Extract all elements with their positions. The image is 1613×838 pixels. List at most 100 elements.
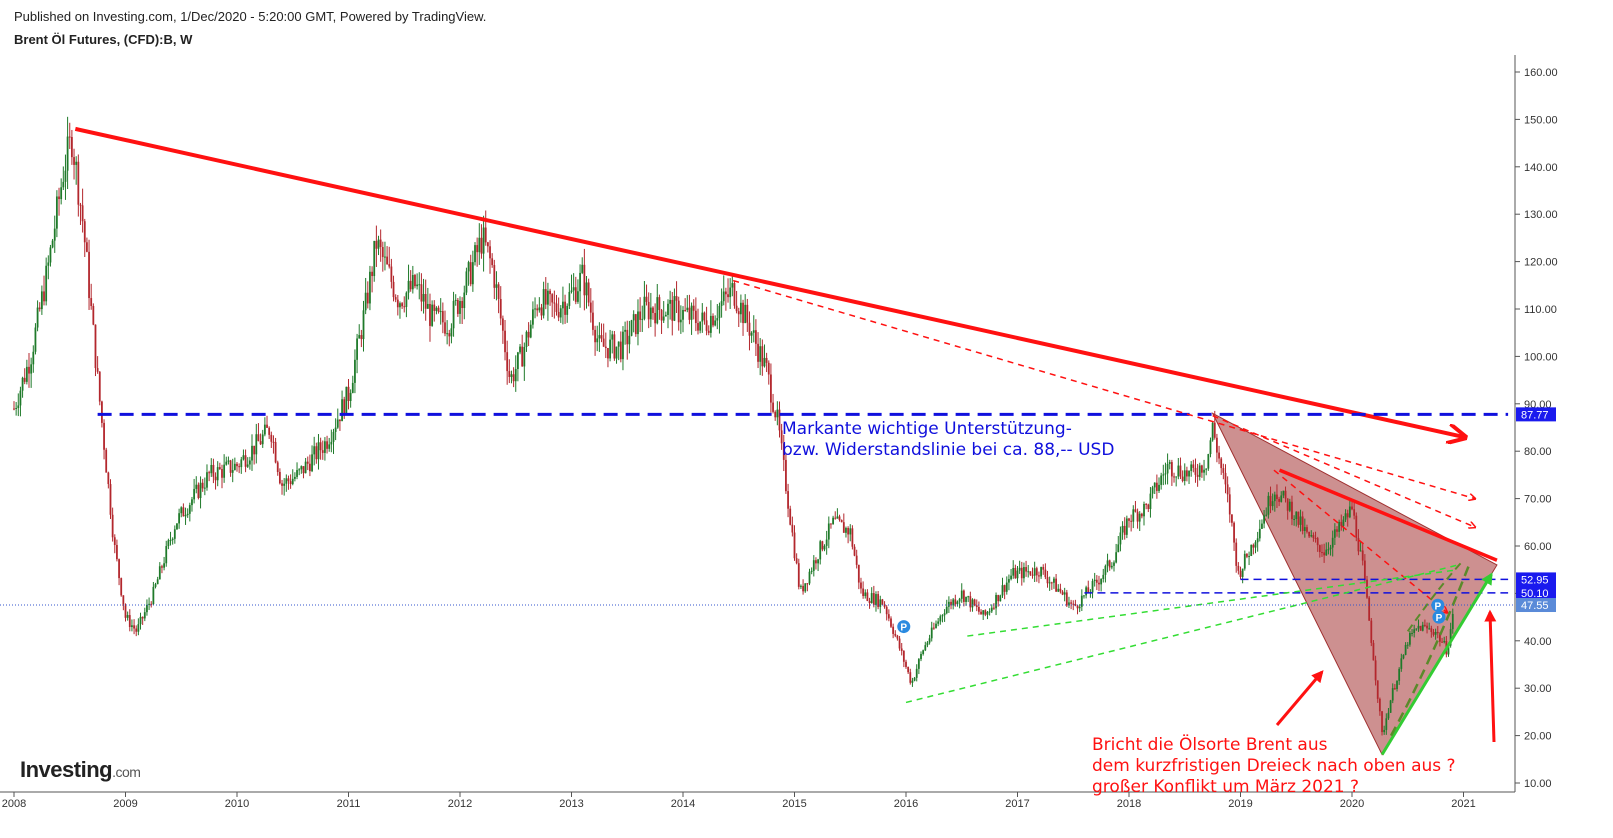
candle-body bbox=[954, 599, 957, 605]
candle-body bbox=[770, 374, 772, 403]
candle-body bbox=[188, 505, 191, 514]
candle-body bbox=[902, 650, 905, 662]
candle-body bbox=[905, 661, 907, 667]
candle-body bbox=[321, 450, 324, 453]
candle-body bbox=[624, 329, 627, 332]
candle-body bbox=[1061, 591, 1064, 595]
candle-body bbox=[214, 476, 217, 481]
candle-body bbox=[1406, 644, 1409, 646]
candle-body bbox=[677, 300, 680, 323]
candle-body bbox=[1207, 454, 1210, 469]
y-tick-label: 140.00 bbox=[1524, 162, 1558, 174]
candle-body bbox=[1170, 462, 1173, 477]
candle-body bbox=[664, 314, 667, 317]
candle-body bbox=[193, 488, 196, 500]
long-downtrend-line bbox=[74, 126, 1463, 437]
candle-body bbox=[525, 331, 528, 347]
candle-body bbox=[1177, 465, 1180, 477]
candle-body bbox=[1327, 549, 1330, 551]
candle-body bbox=[763, 357, 766, 367]
candle-body bbox=[309, 463, 311, 472]
candle-body bbox=[589, 302, 592, 313]
candle-body bbox=[658, 297, 661, 311]
candle-body bbox=[827, 523, 830, 540]
candle-body bbox=[302, 466, 305, 474]
pivot-marker[interactable] bbox=[1431, 598, 1445, 612]
candle-body bbox=[791, 524, 794, 533]
candle-body bbox=[1293, 518, 1296, 520]
candle-body bbox=[622, 331, 624, 360]
candle-body bbox=[437, 307, 440, 312]
candle-body bbox=[1098, 582, 1100, 585]
candle-body bbox=[1408, 633, 1411, 645]
candle-body bbox=[293, 476, 296, 479]
candle-body bbox=[497, 284, 500, 299]
candle-body bbox=[1123, 525, 1126, 535]
candle-body bbox=[682, 309, 684, 320]
candle-body bbox=[1295, 511, 1298, 519]
candle-body bbox=[1338, 521, 1341, 532]
candle-body bbox=[967, 596, 970, 598]
candle-body bbox=[1316, 538, 1319, 546]
candle-body bbox=[124, 605, 127, 618]
candle-body bbox=[390, 266, 393, 282]
x-tick-label: 2019 bbox=[1228, 798, 1252, 810]
candle-body bbox=[1336, 529, 1338, 532]
candle-body bbox=[1372, 642, 1375, 661]
candle-body bbox=[577, 291, 579, 302]
candle-body bbox=[705, 320, 708, 331]
candle-body bbox=[21, 377, 24, 391]
candle-body bbox=[950, 601, 952, 606]
candle-body bbox=[34, 327, 37, 352]
candle-body bbox=[692, 305, 695, 311]
candle-body bbox=[667, 303, 669, 315]
candle-body bbox=[671, 299, 674, 321]
candle-body bbox=[396, 299, 399, 308]
candle-body bbox=[1346, 513, 1349, 518]
candle-body bbox=[712, 315, 714, 326]
candle-body bbox=[755, 330, 757, 344]
candle-body bbox=[388, 264, 391, 267]
candle-body bbox=[737, 311, 740, 315]
candle-body bbox=[107, 472, 110, 485]
candle-body bbox=[478, 237, 481, 253]
candle-body bbox=[1417, 625, 1420, 629]
candle-body bbox=[637, 311, 639, 335]
candle-body bbox=[761, 346, 764, 367]
candle-body bbox=[1085, 587, 1088, 596]
candle-body bbox=[225, 461, 228, 465]
candle-body bbox=[849, 528, 852, 535]
candle-body bbox=[392, 281, 395, 298]
x-tick-label: 2009 bbox=[113, 798, 137, 810]
candle-body bbox=[789, 508, 792, 525]
candle-body bbox=[459, 300, 461, 314]
candle-body bbox=[476, 245, 479, 253]
candle-body bbox=[1376, 680, 1379, 699]
pivot-marker[interactable] bbox=[897, 620, 911, 634]
pivot-marker[interactable] bbox=[1432, 610, 1446, 624]
candle-body bbox=[527, 331, 530, 338]
y-tick-label: 110.00 bbox=[1524, 304, 1557, 316]
candle-body bbox=[1059, 588, 1062, 592]
candle-body bbox=[911, 680, 914, 683]
candle-body bbox=[823, 545, 826, 550]
candle-body bbox=[1237, 565, 1240, 571]
support-annotation-line: Markante wichtige Unterstützung- bbox=[782, 419, 1072, 439]
candle-body bbox=[1072, 603, 1075, 605]
candle-body bbox=[1284, 490, 1287, 499]
candle-body bbox=[482, 227, 485, 254]
candle-body bbox=[347, 386, 350, 401]
candle-body bbox=[842, 522, 845, 533]
candle-body bbox=[1211, 422, 1214, 441]
candle-body bbox=[894, 633, 897, 636]
candle-body bbox=[971, 599, 974, 608]
candle-body bbox=[628, 335, 631, 345]
candle-body bbox=[540, 307, 543, 316]
candle-body bbox=[1415, 628, 1418, 630]
candle-body bbox=[15, 407, 18, 409]
support-annotation-line: bzw. Widerstandslinie bei ca. 88,-- USD bbox=[782, 440, 1114, 460]
candle-body bbox=[356, 338, 358, 360]
candle-body bbox=[626, 329, 629, 345]
candle-body bbox=[146, 604, 148, 613]
